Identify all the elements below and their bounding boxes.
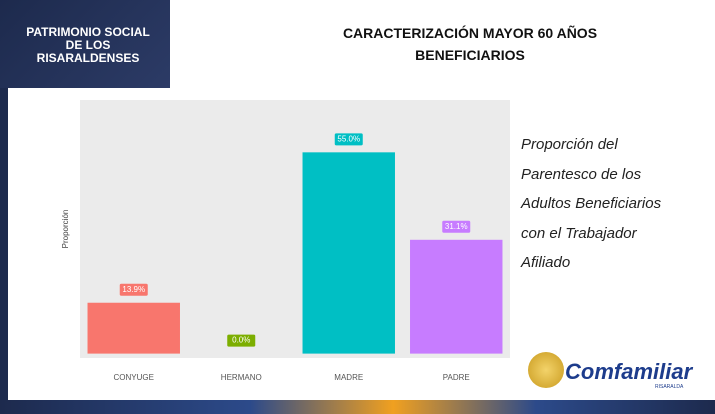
brand-name: Comfamiliar [565,359,693,384]
bar [302,152,395,354]
value-label: 13.9% [122,285,145,294]
left-band [0,88,8,414]
value-label: 0.0% [232,336,250,345]
bar [410,239,503,354]
value-label-box [119,283,148,296]
value-label-box [227,334,256,347]
bar [87,302,180,354]
x-tick-label: MADRE [334,373,363,382]
bottom-band [0,400,715,414]
x-tick-label: CONYUGE [114,373,154,382]
brand-subtitle: RISARALDA [655,384,684,390]
side-note: Proporción del Parentesco de los Adultos… [521,136,662,271]
value-label-box [334,133,363,146]
brand-seal [528,352,564,388]
value-label: 31.1% [445,222,468,231]
logo-background [0,0,170,88]
x-tick-label: PADRE [443,373,470,382]
x-tick-label: HERMANO [221,373,262,382]
value-label-box [442,220,471,233]
slide-title: CARACTERIZACIÓN MAYOR 60 AÑOS BENEFICIAR… [342,25,598,63]
value-label: 55.0% [337,134,360,143]
y-axis-label: Proporción [61,210,70,249]
logo-text: PATRIMONIO SOCIAL DE LOS RISARALDENSES [26,25,150,65]
